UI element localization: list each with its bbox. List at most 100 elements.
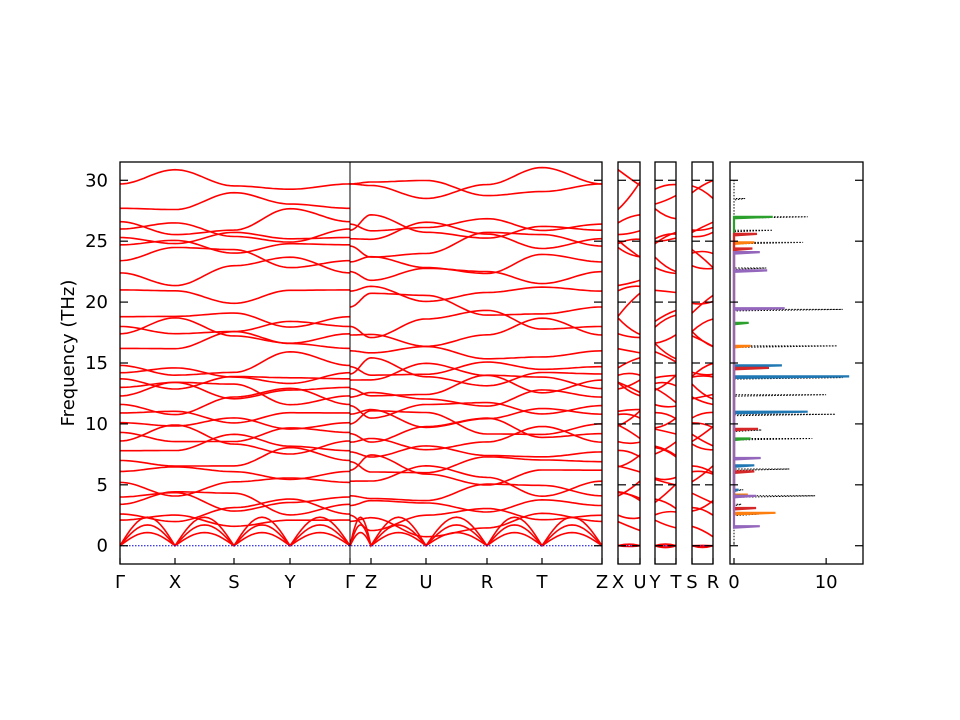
panel-1-band-21	[617, 347, 641, 354]
panel-1-band-14	[617, 408, 641, 413]
panel-3-band-22	[691, 335, 714, 347]
x-tick-label-12: Y	[649, 572, 662, 593]
x-tick-label-0: Γ	[115, 572, 125, 593]
y-tick-label-1: 5	[97, 475, 108, 496]
panel-1-band-7	[617, 480, 641, 497]
gamma-path-band-30	[119, 222, 351, 243]
x-tick-label-9: Z	[596, 572, 608, 593]
panel-2-band-3	[654, 519, 677, 529]
panel-1-band-13	[617, 410, 641, 427]
panel-3-band-28	[691, 250, 714, 255]
y-axis-label: Frequency (THz)	[58, 280, 79, 427]
z-path-band-26	[349, 267, 603, 285]
gamma-path-band-1	[119, 524, 351, 547]
panel-2-band-19	[654, 381, 677, 387]
panel-3-band-17	[691, 393, 714, 400]
z-path-band-22	[350, 317, 603, 348]
dos-x-tick-label-0: 0	[728, 572, 739, 593]
gamma-path-band-11	[119, 424, 351, 455]
z-path-band-20	[350, 361, 602, 376]
gamma-path-band-13	[120, 417, 351, 430]
panel-2-band-31	[654, 208, 677, 220]
gamma-path-band-29	[119, 231, 350, 245]
panel-2-band-20	[654, 351, 677, 363]
panel-3-band-23	[691, 318, 714, 333]
panel-2-band-9	[654, 446, 677, 458]
panel-3-band-32	[691, 179, 714, 194]
panel-2-band-6	[654, 483, 677, 504]
panel-1-band-29	[617, 238, 641, 245]
gamma-path-band-15	[119, 387, 351, 416]
z-path-band-9	[349, 456, 602, 474]
panel-3-band-27	[691, 248, 714, 269]
panel-frames	[119, 161, 864, 565]
gamma-path-band-2	[119, 516, 351, 548]
panel-1-band-12	[617, 440, 641, 445]
gamma-path-band-19	[120, 367, 351, 385]
x-tick-label-4: Γ	[345, 572, 355, 593]
band-lines	[119, 166, 714, 549]
dos-frame	[729, 161, 864, 565]
x-tick-label-1: X	[169, 572, 181, 593]
panel-2-band-17	[654, 374, 677, 391]
y-tick-label-5: 25	[85, 231, 108, 252]
panel-3-band-9	[691, 465, 714, 474]
y-tick-label-2: 10	[85, 414, 108, 435]
y-tick-label-4: 20	[85, 292, 108, 313]
z-path-band-25	[350, 285, 602, 303]
panel-2-band-24	[654, 314, 677, 328]
panel-3-band-14	[691, 422, 714, 429]
z-path-band-17	[349, 374, 603, 397]
gamma-path-band-4	[120, 498, 351, 523]
panel-3-band-5	[691, 492, 714, 504]
z-path-band-21	[350, 345, 603, 360]
gamma-path-band-8	[120, 466, 351, 481]
y-tick-label-3: 15	[85, 353, 108, 374]
dos-series-4	[732, 232, 770, 511]
panel-1-band-11	[617, 424, 641, 440]
gamma-path-band-31	[119, 207, 351, 236]
panel-2-band-26	[654, 256, 677, 273]
panel-3-band-3	[691, 525, 714, 538]
z-path-band-23	[349, 309, 602, 339]
z-path-band-30	[349, 213, 602, 239]
panel-2-band-33	[654, 183, 677, 190]
gamma-path-band-24	[120, 312, 351, 328]
panel-3-band-30	[691, 231, 714, 238]
panel-1-band-20	[617, 372, 641, 376]
panel-1-band-8	[617, 454, 641, 468]
x-tick-label-15: R	[707, 572, 720, 593]
z-path-band-29	[349, 221, 603, 250]
z-path-band-18	[350, 362, 603, 394]
gamma-path-band-25	[120, 289, 350, 305]
x-tick-label-13: T	[670, 572, 683, 593]
z-path-band-14	[349, 407, 603, 429]
panel-3-band-10	[691, 433, 714, 447]
panel-1-band-10	[617, 449, 641, 458]
z-path-band-3	[349, 512, 603, 538]
panel-1-band-26	[617, 279, 641, 287]
gamma-path-band-3	[120, 514, 350, 528]
gamma-path-band-32	[120, 191, 350, 211]
panel-1-band-4	[617, 520, 641, 532]
panel-1-band-15	[617, 413, 641, 419]
x-tick-label-7: R	[481, 572, 494, 593]
panel-2-band-14	[654, 411, 677, 420]
panel-3-band-18	[691, 362, 714, 378]
z-path-band-8	[349, 454, 602, 486]
panel-1-band-9	[617, 465, 641, 473]
z-path-band-28	[349, 231, 603, 258]
z-path-band-10	[349, 445, 603, 458]
x-tick-label-6: U	[419, 572, 432, 593]
z-path-band-16	[350, 389, 603, 407]
panel-3-band-11	[691, 443, 714, 451]
panel-2-band-29	[654, 233, 677, 240]
z-path-band-4	[349, 507, 602, 532]
panel-3-band-7	[691, 465, 714, 483]
z-path-band-31	[349, 217, 603, 232]
panel-2-band-22	[654, 334, 677, 344]
panel-1-band-25	[617, 285, 641, 292]
panel-2-band-16	[654, 403, 677, 408]
